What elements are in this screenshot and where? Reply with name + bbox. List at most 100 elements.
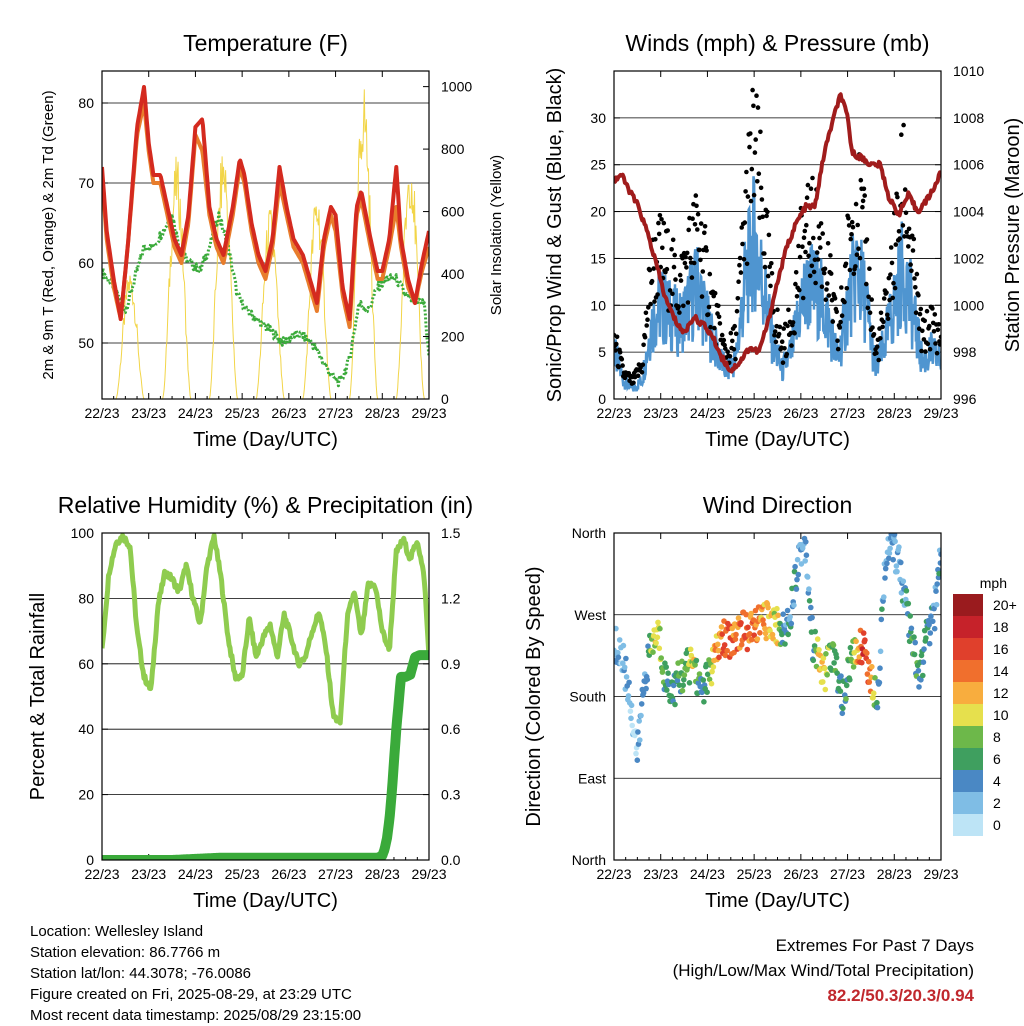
- gust-point: [818, 245, 823, 250]
- x-tick-label: 23/23: [643, 405, 678, 421]
- direction-point: [908, 625, 915, 632]
- direction-point: [920, 659, 927, 665]
- gust-point: [765, 273, 771, 279]
- direction-point: [803, 539, 809, 545]
- gust-point: [664, 266, 670, 272]
- plot-area: [102, 533, 429, 860]
- direction-point: [928, 613, 934, 619]
- direction-point: [681, 672, 688, 678]
- gust-point: [904, 229, 909, 235]
- gust-point: [689, 275, 695, 280]
- y-tick-label: 0: [86, 852, 94, 868]
- gust-point: [825, 241, 831, 246]
- gust-point: [839, 285, 844, 290]
- y-right-tick-label: 0.0: [441, 852, 461, 868]
- x-tick-label: 22/23: [596, 866, 631, 882]
- chart-panel-3: Relative Humidity (%) & Precipitation (i…: [27, 492, 473, 912]
- gust-point: [807, 240, 812, 246]
- gust-point: [864, 281, 869, 287]
- x-tick-label: 22/23: [596, 405, 631, 421]
- direction-point: [870, 694, 876, 701]
- chart-panel-4: Wind Direction 22/23 23/23 24/23 25/23 26/23 2…: [523, 492, 1017, 912]
- gust-point: [727, 354, 733, 359]
- gust-point: [614, 348, 618, 353]
- y-tick-label: 60: [78, 656, 94, 672]
- gust-point: [897, 236, 902, 241]
- gust-point: [849, 232, 854, 237]
- gust-point: [742, 220, 748, 225]
- direction-point: [837, 688, 844, 694]
- gust-point: [695, 211, 701, 217]
- gust-point: [759, 197, 765, 202]
- gust-point: [930, 306, 935, 311]
- gust-point: [769, 261, 774, 266]
- gust-point: [644, 323, 649, 328]
- direction-point: [729, 625, 735, 632]
- direction-point: [860, 630, 867, 636]
- direction-point: [708, 680, 715, 687]
- y-tick-label: 20: [590, 204, 606, 220]
- direction-point: [874, 699, 880, 706]
- y-axis-label: Direction (Colored By Speed): [523, 566, 545, 826]
- direction-point: [686, 680, 693, 686]
- direction-point: [704, 689, 710, 695]
- gust-point: [793, 270, 799, 275]
- direction-point: [704, 671, 711, 678]
- direction-point: [653, 640, 659, 646]
- direction-point: [701, 699, 707, 705]
- x-tick-label: 29/23: [923, 405, 958, 421]
- direction-point: [626, 679, 632, 686]
- direction-point: [936, 570, 941, 577]
- gust-point: [933, 341, 938, 346]
- gust-point: [725, 349, 730, 355]
- gust-point: [651, 266, 656, 271]
- plot-frame: [613, 532, 942, 861]
- direction-point: [627, 708, 634, 714]
- direction-point: [744, 646, 751, 653]
- gust-point: [878, 336, 883, 341]
- extremes-values: 82.2/50.3/20.3/0.94: [827, 986, 974, 1005]
- y-right-tick-label: 800: [441, 141, 465, 157]
- direction-point: [645, 643, 651, 649]
- gust-point: [641, 342, 646, 348]
- gust-point: [660, 245, 665, 251]
- gust-point: [910, 248, 916, 253]
- gust-point: [881, 296, 887, 301]
- gust-point: [844, 286, 850, 291]
- direction-point: [620, 642, 627, 649]
- gust-point: [891, 280, 896, 286]
- direction-point: [615, 649, 621, 656]
- gust-point: [794, 294, 800, 299]
- gust-point: [732, 323, 737, 329]
- direction-point: [794, 556, 801, 563]
- direction-point: [628, 715, 634, 722]
- gust-point: [764, 213, 769, 219]
- gust-point: [870, 325, 875, 330]
- direction-point: [876, 679, 883, 686]
- direction-point: [923, 635, 929, 641]
- y-right-tick-label: 0.3: [441, 787, 461, 803]
- gust-point: [737, 255, 743, 261]
- gust-point: [652, 299, 657, 304]
- y-tick-label: South: [569, 689, 606, 705]
- gust-point: [705, 312, 711, 317]
- x-tick-label: 29/23: [411, 405, 446, 421]
- series-station-pressure: [614, 92, 941, 374]
- x-tick-label: 25/23: [737, 866, 772, 882]
- y-tick-label: North: [572, 525, 606, 541]
- y-tick-label: West: [574, 607, 606, 623]
- gust-point: [728, 330, 734, 336]
- colorbar-label: 18: [993, 619, 1009, 635]
- x-tick-label: 25/23: [225, 866, 260, 882]
- gust-point: [692, 222, 698, 227]
- direction-point: [931, 625, 938, 632]
- y-right-tick-label: 0.6: [441, 721, 461, 737]
- gust-point: [825, 281, 830, 286]
- x-tick-label: 27/23: [318, 405, 353, 421]
- gust-point: [773, 339, 779, 345]
- direction-point: [614, 625, 619, 632]
- gust-point: [884, 290, 889, 295]
- gust-point: [824, 287, 829, 292]
- gust-point: [682, 260, 688, 266]
- direction-point: [745, 624, 751, 631]
